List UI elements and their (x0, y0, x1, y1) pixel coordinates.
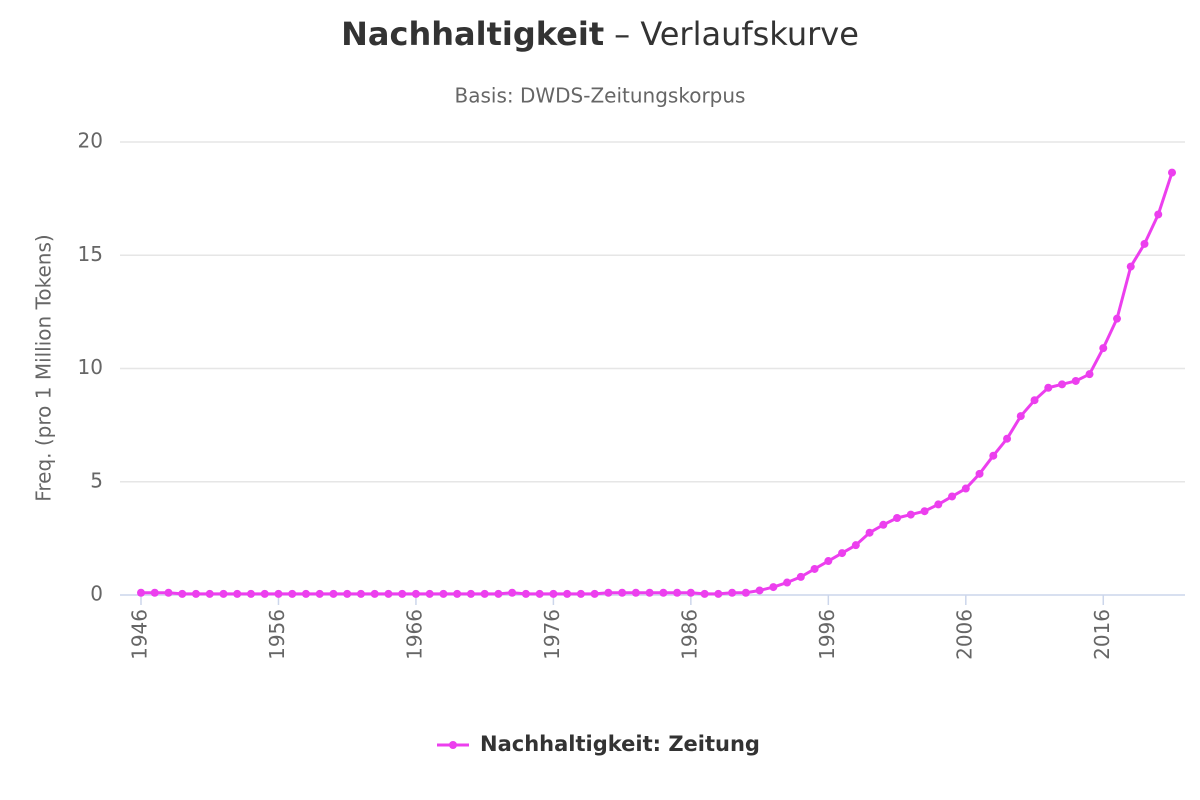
data-point (1113, 314, 1122, 323)
data-point (590, 589, 599, 598)
data-point (549, 589, 558, 598)
data-point (810, 564, 819, 573)
data-point (838, 549, 847, 558)
data-point (879, 520, 888, 529)
data-point (260, 589, 269, 598)
data-point (535, 589, 544, 598)
data-point (700, 589, 709, 598)
chart-subtitle: Basis: DWDS-Zeitungskorpus (455, 84, 746, 108)
data-point (1085, 370, 1094, 379)
data-point (205, 589, 214, 598)
data-point (150, 588, 159, 597)
data-point (1099, 344, 1108, 353)
data-point (425, 589, 434, 598)
x-tick-label: 1946 (128, 609, 152, 660)
y-tick-label: 5 (90, 468, 103, 492)
y-tick-label: 15 (78, 242, 103, 266)
data-point (246, 589, 255, 598)
data-point (576, 589, 585, 598)
data-point (453, 589, 462, 598)
data-point (755, 586, 764, 595)
data-point (219, 589, 228, 598)
data-point (480, 589, 489, 598)
data-point (769, 583, 778, 592)
data-point (728, 588, 737, 597)
data-point (1003, 434, 1012, 443)
data-point (1044, 383, 1053, 392)
data-point (466, 589, 475, 598)
data-point (961, 484, 970, 493)
data-point (851, 541, 860, 550)
data-point (370, 589, 379, 598)
data-point (824, 557, 833, 566)
data-point (659, 588, 668, 597)
data-point (343, 589, 352, 598)
data-point (714, 589, 723, 598)
y-tick-label: 20 (78, 129, 103, 153)
data-point (1126, 262, 1135, 271)
data-point (1154, 210, 1163, 219)
y-tick-label: 0 (90, 582, 103, 606)
data-point (315, 589, 324, 598)
series-line (141, 172, 1174, 596)
data-point (1030, 396, 1039, 405)
x-tick-label: 1986 (677, 609, 701, 660)
title-term: Nachhaltigkeit (341, 15, 604, 53)
data-point (288, 589, 297, 598)
data-point (604, 588, 613, 597)
data-point (1016, 412, 1025, 421)
data-point (233, 589, 242, 598)
data-point (1140, 239, 1149, 248)
y-axis-label: Freq. (pro 1 Million Tokens) (32, 234, 56, 501)
data-point (274, 589, 283, 598)
data-point (673, 588, 682, 597)
data-point (618, 588, 627, 597)
x-tick-label: 2016 (1090, 609, 1114, 660)
data-point (1071, 376, 1080, 385)
data-point (411, 589, 420, 598)
y-tick-label: 10 (78, 355, 103, 379)
data-point (920, 507, 929, 516)
data-point (439, 589, 448, 598)
data-point (796, 572, 805, 581)
legend-marker (449, 741, 457, 749)
data-point (906, 510, 915, 519)
data-point (741, 588, 750, 597)
data-point (975, 469, 984, 478)
x-tick-label: 1976 (540, 609, 564, 660)
x-tick-label: 2006 (952, 609, 976, 660)
data-point (164, 588, 173, 597)
data-point (631, 588, 640, 597)
data-point (563, 589, 572, 598)
data-point (865, 528, 874, 537)
x-tick-label: 1956 (265, 609, 289, 660)
data-point (1168, 168, 1176, 177)
data-point (494, 589, 503, 598)
x-tick-label: 1996 (815, 609, 839, 660)
data-point (893, 513, 902, 522)
data-point (1058, 380, 1067, 389)
data-point (384, 589, 393, 598)
data-point (989, 451, 998, 460)
data-point (301, 589, 310, 598)
data-point (645, 588, 654, 597)
data-point (934, 500, 943, 509)
data-point (398, 589, 407, 598)
data-point (521, 589, 530, 598)
data-point (137, 588, 145, 597)
data-point (329, 589, 338, 598)
legend-label: Nachhaltigkeit: Zeitung (480, 732, 760, 756)
data-point (508, 588, 517, 597)
data-point (783, 578, 792, 587)
title-rest: – Verlaufskurve (614, 15, 859, 53)
data-point (686, 588, 695, 597)
data-point (948, 492, 957, 501)
data-point (178, 589, 187, 598)
x-tick-label: 1966 (402, 609, 426, 660)
data-point (356, 589, 365, 598)
data-point (191, 589, 200, 598)
chart-title: Nachhaltigkeit – Verlaufskurve (341, 15, 859, 53)
